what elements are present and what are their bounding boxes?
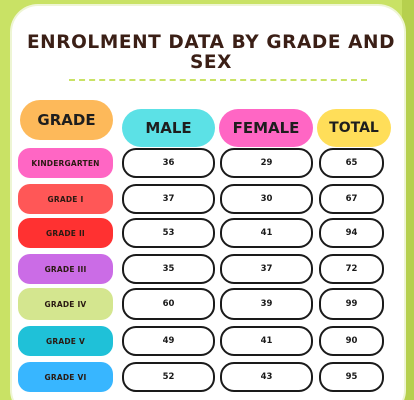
- female-count-cell: 29: [220, 148, 313, 178]
- female-count-cell: 43: [220, 362, 313, 392]
- title-divider: [69, 79, 367, 81]
- female-count-cell: 30: [220, 184, 313, 214]
- male-count-cell: 36: [122, 148, 215, 178]
- male-count-cell: 37: [122, 184, 215, 214]
- page-title: ENROLMENT DATA BY GRADE AND SEX: [26, 32, 396, 73]
- female-count-cell: 37: [220, 254, 313, 284]
- male-count-cell: 53: [122, 218, 215, 248]
- total-count-cell: 72: [319, 254, 384, 284]
- male-count-cell: 52: [122, 362, 215, 392]
- enrolment-card: ENROLMENT DATA BY GRADE AND SEX GRADE MA…: [12, 6, 404, 400]
- grade-label: GRADE IV: [18, 288, 113, 320]
- total-count-cell: 65: [319, 148, 384, 178]
- male-count-cell: 35: [122, 254, 215, 284]
- grade-label: GRADE V: [18, 326, 113, 356]
- grade-label: GRADE III: [18, 254, 113, 284]
- header-grade: GRADE: [20, 100, 113, 140]
- header-female: FEMALE: [219, 109, 313, 147]
- male-count-cell: 49: [122, 326, 215, 356]
- female-count-cell: 39: [220, 288, 313, 320]
- header-male: MALE: [122, 109, 215, 147]
- total-count-cell: 94: [319, 218, 384, 248]
- grade-label: GRADE VI: [18, 362, 113, 392]
- male-count-cell: 60: [122, 288, 215, 320]
- grade-label: KINDERGARTEN: [18, 148, 113, 178]
- total-count-cell: 99: [319, 288, 384, 320]
- background-accent: [402, 0, 414, 400]
- female-count-cell: 41: [220, 326, 313, 356]
- total-count-cell: 90: [319, 326, 384, 356]
- grade-label: GRADE I: [18, 184, 113, 214]
- female-count-cell: 41: [220, 218, 313, 248]
- total-count-cell: 67: [319, 184, 384, 214]
- grade-label: GRADE II: [18, 218, 113, 248]
- total-count-cell: 95: [319, 362, 384, 392]
- header-total: TOTAL: [317, 109, 391, 147]
